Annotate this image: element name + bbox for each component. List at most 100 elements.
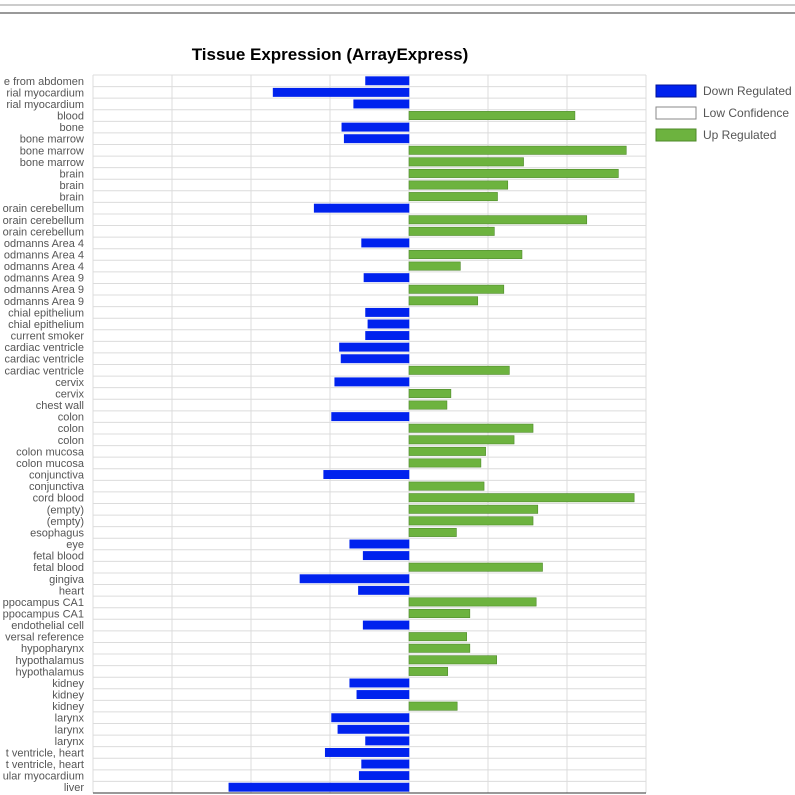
category-label: larynx xyxy=(55,736,85,748)
bar-up xyxy=(408,562,543,572)
bar-down xyxy=(313,203,410,213)
category-label: kidney xyxy=(52,678,84,690)
bar-down xyxy=(334,377,410,387)
category-label: colon xyxy=(58,412,84,424)
bar-down xyxy=(365,307,410,317)
category-label: kidney xyxy=(52,701,84,713)
bar-down xyxy=(365,76,410,86)
category-label: fetal blood xyxy=(33,551,84,563)
bar-down xyxy=(323,470,410,480)
bar-down xyxy=(363,273,410,283)
category-label: cardiac ventricle xyxy=(5,365,84,377)
category-label: colon xyxy=(58,435,84,447)
bar-up xyxy=(408,481,485,491)
category-label: rial myocardium xyxy=(6,87,84,99)
bar-down xyxy=(337,724,410,734)
category-label: eye xyxy=(66,539,84,551)
category-label: larynx xyxy=(55,724,85,736)
bar-down xyxy=(299,574,410,584)
category-label: e from abdomen xyxy=(4,76,84,88)
category-label: heart xyxy=(59,585,84,597)
category-label: chial epithelium xyxy=(8,319,84,331)
category-label: current smoker xyxy=(11,331,85,343)
bar-down xyxy=(343,134,410,144)
category-label: cardiac ventricle xyxy=(5,354,84,366)
category-label: chest wall xyxy=(36,400,84,412)
bar-up xyxy=(408,446,486,456)
legend-swatch-down xyxy=(655,84,697,98)
bar-up xyxy=(408,111,576,121)
bar-down xyxy=(361,759,410,769)
grid xyxy=(92,74,647,794)
category-label: cord blood xyxy=(33,493,84,505)
category-label: chial epithelium xyxy=(8,307,84,319)
category-label: odmanns Area 9 xyxy=(4,284,84,296)
category-label: liver xyxy=(64,782,85,794)
category-label: t ventricle, heart xyxy=(6,759,84,771)
bar-up xyxy=(408,516,534,526)
bar-down xyxy=(272,87,410,97)
legend-label-low: Low Confidence xyxy=(703,106,789,120)
bar-up xyxy=(408,388,452,398)
bar-up xyxy=(408,400,448,410)
category-label: colon mucosa xyxy=(16,458,85,470)
bar-down xyxy=(356,690,410,700)
bar-down xyxy=(331,412,410,422)
bar-down xyxy=(340,354,410,364)
category-label: cardiac ventricle xyxy=(5,342,84,354)
category-label: hypothalamus xyxy=(16,655,85,667)
category-label: bone xyxy=(60,122,84,134)
bar-up xyxy=(408,168,619,178)
category-label: larynx xyxy=(55,713,85,725)
bar-down xyxy=(339,342,410,352)
bar-down xyxy=(358,585,410,595)
bar-up xyxy=(408,655,497,665)
category-label: ular myocardium xyxy=(3,771,84,783)
category-label: kidney xyxy=(52,690,84,702)
category-label: conjunctiva xyxy=(29,470,85,482)
bar-up xyxy=(408,365,510,375)
bar-down xyxy=(331,713,410,723)
bar-up xyxy=(408,157,524,167)
chart-title: Tissue Expression (ArrayExpress) xyxy=(192,45,469,64)
category-label: cervix xyxy=(55,377,84,389)
category-label: versal reference xyxy=(5,632,84,644)
category-label: colon xyxy=(58,423,84,435)
bar-down xyxy=(324,747,410,757)
category-label: bone marrow xyxy=(20,157,84,169)
category-label: esophagus xyxy=(30,527,84,539)
category-label: fetal blood xyxy=(33,562,84,574)
legend-label-down: Down Regulated xyxy=(703,84,792,98)
bar-up xyxy=(408,261,461,271)
bar-down xyxy=(362,620,410,630)
category-label: brain xyxy=(60,168,84,180)
category-label: brain xyxy=(60,192,84,204)
bar-up xyxy=(408,527,457,537)
bar-up xyxy=(408,458,482,468)
bar-up xyxy=(408,504,539,514)
bar-down xyxy=(365,736,410,746)
bar-up xyxy=(408,632,467,642)
bar-down xyxy=(349,678,410,688)
category-label: endothelial cell xyxy=(11,620,84,632)
category-label: hypopharynx xyxy=(21,643,84,655)
bar-down xyxy=(228,782,410,792)
category-label: gingiva xyxy=(49,574,85,586)
category-label: bone marrow xyxy=(20,134,84,146)
bar-up xyxy=(408,215,588,225)
legend-swatch-low xyxy=(655,106,697,120)
category-label: (empty) xyxy=(47,516,84,528)
bar-down xyxy=(367,319,410,329)
category-label: orain cerebellum xyxy=(3,215,84,227)
category-label: odmanns Area 9 xyxy=(4,273,84,285)
bar-up xyxy=(408,423,534,433)
category-label: hypothalamus xyxy=(16,666,85,678)
bar-down xyxy=(361,238,410,248)
bar-down xyxy=(365,331,410,341)
category-label: (empty) xyxy=(47,504,84,516)
category-label: ppocampus CA1 xyxy=(3,597,84,609)
bar-down xyxy=(349,539,410,549)
legend-swatch-up xyxy=(655,128,697,142)
